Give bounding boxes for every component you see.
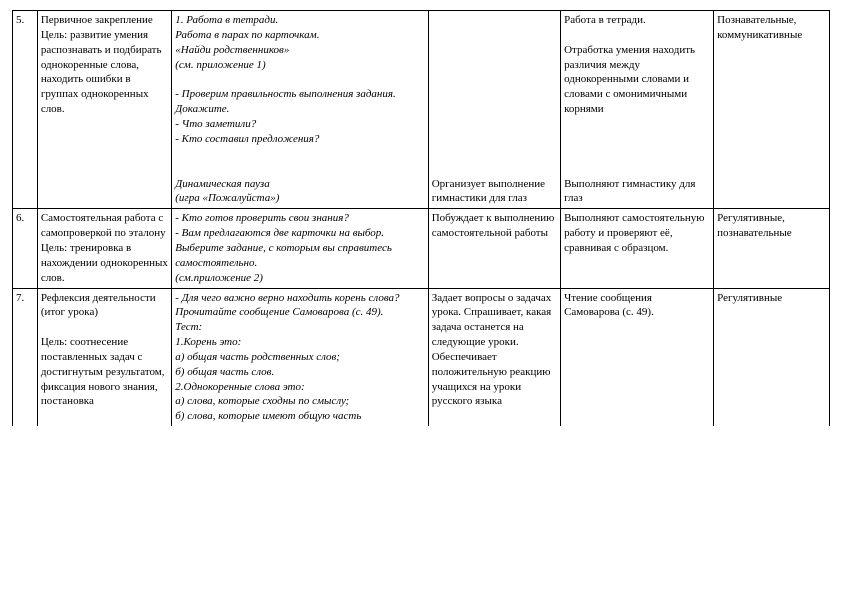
- teacher-activity: Задает вопросы о задачах урока. Спрашива…: [428, 288, 560, 427]
- content-plain: Тест:1.Корень это:а) общая часть родстве…: [175, 321, 361, 422]
- results: Регулятивные, познавательные: [714, 209, 830, 288]
- content-italic: - Для чего важно верно находить корень с…: [175, 292, 399, 319]
- content-cell: - Кто готов проверить свои знания?- Вам …: [172, 209, 428, 288]
- table-row: 7. Рефлексия деятельности (итог урока) Ц…: [13, 288, 830, 427]
- content-cell: 1. Работа в тетради.Работа в парах по ка…: [172, 11, 428, 149]
- student-activity: Чтение сообщения Самоварова (с. 49).: [561, 288, 714, 427]
- content-cell: - Для чего важно верно находить корень с…: [172, 288, 428, 427]
- stage-name: Самостоятельная работа с самопроверкой п…: [37, 209, 171, 288]
- table-row: 5. Первичное закреплениеЦель: развитие у…: [13, 11, 830, 149]
- results: Познавательные,коммуникативные: [714, 11, 830, 209]
- teacher-activity: Организует выполнение гимнастики для гла…: [428, 11, 560, 209]
- stage-name: Первичное закреплениеЦель: развитие умен…: [37, 11, 171, 209]
- content-cell-b: Динамическая пауза(игра «Пожалуйста»): [172, 149, 428, 209]
- table-row: 6. Самостоятельная работа с самопроверко…: [13, 209, 830, 288]
- lesson-plan-table: 5. Первичное закреплениеЦель: развитие у…: [12, 10, 830, 427]
- row-number: 5.: [13, 11, 38, 209]
- student-activity: Работа в тетради. Отработка умения наход…: [561, 11, 714, 149]
- student-activity: Выполняют самостоятельную работу и прове…: [561, 209, 714, 288]
- teacher-activity: Побуждает к выполнению самостоятельной р…: [428, 209, 560, 288]
- row-number: 6.: [13, 209, 38, 288]
- student-activity-b: Выполняют гимнастику для глаз: [561, 149, 714, 209]
- stage-name: Рефлексия деятельности (итог урока) Цель…: [37, 288, 171, 427]
- results: Регулятивные: [714, 288, 830, 427]
- row-number: 7.: [13, 288, 38, 427]
